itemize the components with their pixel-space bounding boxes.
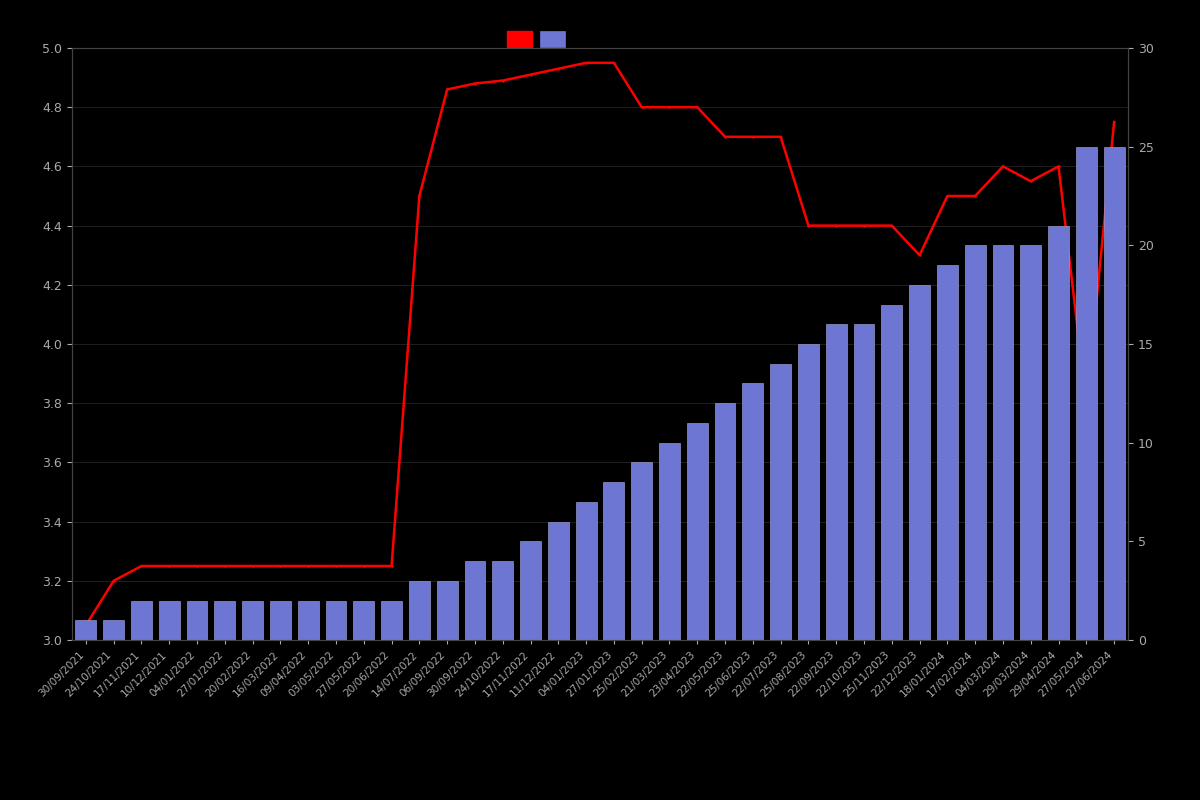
Bar <box>353 601 374 640</box>
Bar <box>826 324 847 640</box>
Bar <box>464 561 485 640</box>
Bar <box>659 442 680 640</box>
Bar <box>548 522 569 640</box>
Bar <box>965 246 985 640</box>
Bar <box>187 601 208 640</box>
Bar <box>492 561 514 640</box>
Bar <box>131 601 152 640</box>
Legend: , : , <box>502 26 572 53</box>
Bar <box>686 423 708 640</box>
Bar <box>382 601 402 640</box>
Bar <box>910 285 930 640</box>
Bar <box>631 462 652 640</box>
Bar <box>1104 146 1124 640</box>
Bar <box>298 601 319 640</box>
Bar <box>1020 246 1042 640</box>
Bar <box>770 364 791 640</box>
Bar <box>798 344 818 640</box>
Bar <box>743 383 763 640</box>
Bar <box>409 581 430 640</box>
Bar <box>242 601 263 640</box>
Bar <box>937 265 958 640</box>
Bar <box>576 502 596 640</box>
Bar <box>853 324 875 640</box>
Bar <box>103 620 124 640</box>
Bar <box>604 482 624 640</box>
Bar <box>881 305 902 640</box>
Bar <box>76 620 96 640</box>
Bar <box>1048 226 1069 640</box>
Bar <box>215 601 235 640</box>
Bar <box>992 246 1013 640</box>
Bar <box>270 601 290 640</box>
Bar <box>158 601 180 640</box>
Bar <box>520 542 541 640</box>
Bar <box>437 581 457 640</box>
Bar <box>325 601 347 640</box>
Bar <box>715 403 736 640</box>
Bar <box>1076 146 1097 640</box>
